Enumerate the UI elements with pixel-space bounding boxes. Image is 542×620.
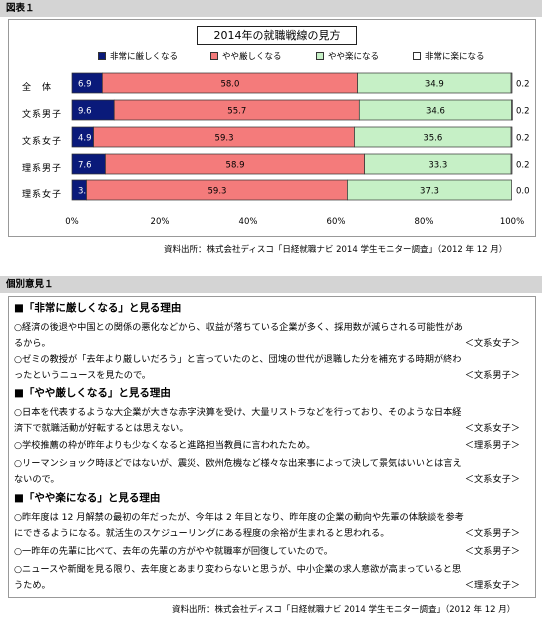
- bar-segment-very-easy: [510, 153, 513, 175]
- data-label-somewhat-severe: 59.3: [208, 187, 227, 197]
- opinion-attribution: ＜理系男子＞: [464, 440, 520, 451]
- opinion-attribution: ＜文系女子＞: [464, 423, 520, 434]
- opinion-attribution: ＜文系女子＞: [464, 474, 520, 485]
- data-label-somewhat-easy: 37.3: [420, 187, 439, 197]
- data-label-somewhat-severe: 59.3: [215, 134, 234, 144]
- data-label-very-severe: 7.6: [78, 161, 92, 171]
- data-label-somewhat-easy: 35.6: [423, 134, 442, 144]
- x-tick-label: 60%: [327, 217, 346, 227]
- x-tick-label: 80%: [415, 217, 434, 227]
- legend-item-somewhat-severe: やや厳しくなる: [210, 50, 282, 62]
- opinion-attribution: ＜文系女子＞: [464, 338, 520, 349]
- opinion-line: ○日本を代表するような大企業が大きな赤字決算を受け、大量リストラなどを行っており…: [14, 407, 462, 418]
- opinion-line: ったというニュースを見たので。: [14, 370, 151, 381]
- figure-header: 図表１: [0, 0, 542, 17]
- legend-swatch: [316, 52, 324, 60]
- data-label-somewhat-easy: 33.3: [428, 161, 447, 171]
- opinion-line: ○リーマンショック時ほどではないが、震災、欧州危機など様々な出来事によって決して…: [14, 458, 462, 469]
- opinions-frame: [8, 296, 536, 598]
- legend-swatch: [413, 52, 421, 60]
- category-label-science-female: 理系女子: [22, 190, 63, 200]
- legend-swatch: [210, 52, 218, 60]
- legend-item-somewhat-easy: やや楽になる: [316, 50, 379, 62]
- x-tick-label: 40%: [239, 217, 258, 227]
- opinion-line: うため。: [14, 580, 51, 591]
- legend-label: やや楽になる: [328, 52, 380, 62]
- legend-label: やや厳しくなる: [222, 52, 282, 62]
- section-heading-very-severe: ■「非常に厳しくなる」と見る理由: [14, 302, 182, 314]
- x-tick-label: 20%: [151, 217, 170, 227]
- opinion-line: るから。: [14, 338, 51, 349]
- data-label-very-easy: 0.2: [516, 107, 530, 117]
- chart-title: 2014年の就職戦線の見方: [197, 26, 357, 45]
- data-label-very-severe: 3.3: [78, 187, 92, 197]
- opinion-attribution: ＜理系女子＞: [464, 580, 520, 591]
- category-label-science-male: 理系男子: [22, 164, 63, 174]
- legend-label: 非常に厳しくなる: [110, 52, 179, 62]
- data-label-very-easy: 0.0: [516, 187, 530, 197]
- category-label-humanities-male: 文系男子: [22, 110, 63, 120]
- section-heading-somewhat-easy: ■「やや楽になる」と見る理由: [14, 492, 161, 504]
- legend-item-very-severe: 非常に厳しくなる: [98, 50, 178, 62]
- data-label-very-easy: 0.2: [516, 161, 530, 171]
- chart-frame: [8, 19, 536, 237]
- bar-segment-very-easy: [510, 72, 513, 94]
- data-label-very-easy: 0.2: [516, 80, 530, 90]
- opinion-line: 済下で就職活動が好転するとは思えない。: [14, 423, 189, 434]
- data-label-somewhat-severe: 58.0: [220, 80, 239, 90]
- data-label-very-severe: 6.9: [78, 80, 92, 90]
- opinion-line: ○一昨年の先輩に比べて、去年の先輩の方がやや就職率が回復していたので。: [14, 546, 333, 557]
- bar-segment-somewhat-easy: [347, 179, 512, 201]
- data-label-somewhat-easy: 34.9: [425, 80, 444, 90]
- legend-swatch: [98, 52, 106, 60]
- opinions-source: 資料出所：株式会社ディスコ「日経就職ナビ 2014 学生モニター調査」（2012…: [172, 605, 516, 615]
- data-label-somewhat-severe: 55.7: [227, 107, 246, 117]
- section-heading-somewhat-severe: ■「やや厳しくなる」と見る理由: [14, 387, 171, 399]
- legend-label: 非常に楽になる: [425, 52, 485, 62]
- opinion-line: ないので。: [14, 474, 60, 485]
- opinions-header: 個別意見１: [0, 276, 542, 293]
- opinion-line: ○ニュースや新聞を見る限り、去年度とあまり変わらないと思うが、中小企業の求人意欲…: [14, 564, 462, 575]
- chart-plot: 6.9 58.0 34.9 0.2 9.6 55.7 34.6 0.2 4.9 59.3 35.6 0…: [65, 72, 530, 227]
- category-label-humanities-female: 文系女子: [22, 137, 63, 147]
- x-tick-label: 100%: [500, 217, 524, 227]
- category-label-all: 全 体: [22, 83, 53, 93]
- opinion-line: にできるようになる。就活生のスケジューリングにある程度の余裕が生まれると思われる…: [14, 528, 390, 539]
- bar-segment-very-easy: [510, 126, 513, 148]
- data-label-somewhat-severe: 58.9: [226, 161, 245, 171]
- opinion-attribution: ＜文系男子＞: [464, 370, 520, 381]
- bar-segment-very-easy: [511, 99, 513, 121]
- data-label-very-severe: 9.6: [78, 107, 92, 117]
- opinion-line: ○ゼミの教授が「去年より厳しいだろう」と言っていたのと、団塊の世代が退職した分を…: [14, 354, 462, 365]
- data-label-very-severe: 4.9: [78, 134, 92, 144]
- opinion-line: ○経済の後退や中国との関係の悪化などから、収益が落ちている企業が多く、採用数が減…: [14, 322, 463, 333]
- opinion-attribution: ＜文系男子＞: [464, 546, 520, 557]
- legend-item-very-easy: 非常に楽になる: [413, 50, 485, 62]
- x-tick-label: 0%: [65, 217, 79, 227]
- opinion-attribution: ＜文系男子＞: [464, 528, 520, 539]
- data-label-somewhat-easy: 34.6: [426, 107, 445, 117]
- data-label-very-easy: 0.2: [516, 134, 530, 144]
- chart-source: 資料出所：株式会社ディスコ「日経就職ナビ 2014 学生モニター調査」（2012…: [164, 245, 508, 255]
- opinion-line: ○昨年度は 12 月解禁の最初の年だったが、今年は 2 年目となり、昨年度の企業…: [14, 512, 464, 523]
- opinion-line: ○学校推薦の枠が昨年よりも少なくなると進路担当教員に言われたため。: [14, 440, 316, 451]
